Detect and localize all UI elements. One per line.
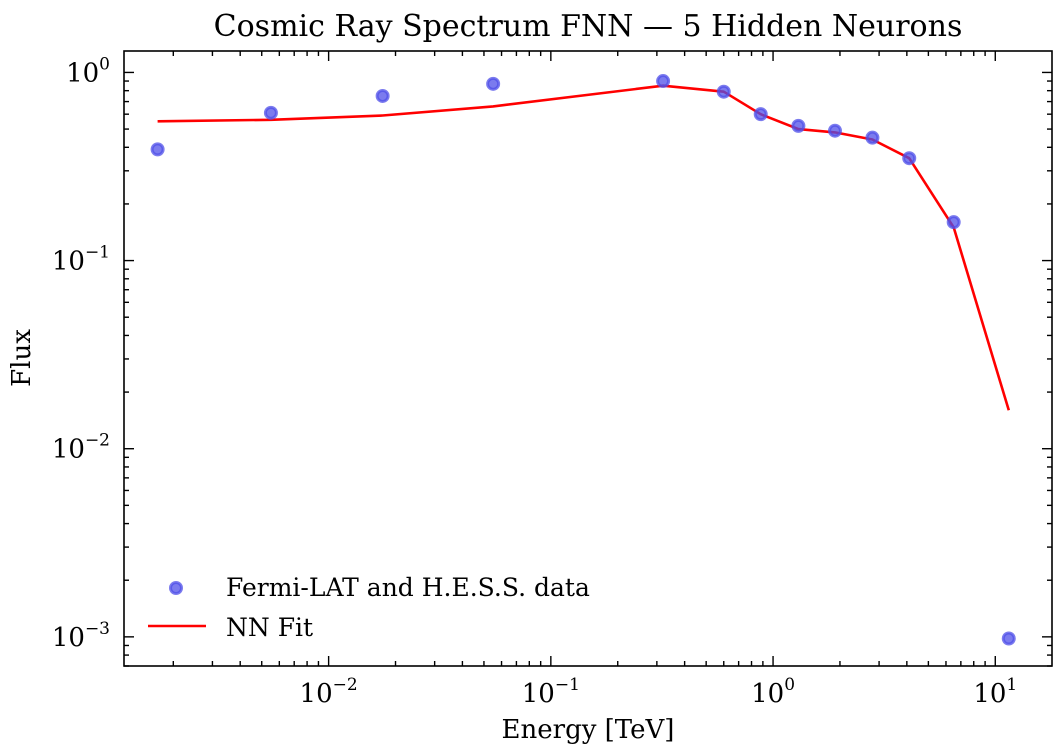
plot-frame bbox=[123, 50, 1053, 667]
y-tick-label: 10−2 bbox=[52, 431, 110, 465]
y-tick-label: 10−1 bbox=[52, 243, 110, 277]
nn-fit-line bbox=[157, 84, 1011, 411]
data-point bbox=[263, 105, 278, 120]
legend-label-fit: NN Fit bbox=[226, 613, 313, 642]
tick-labels: 10−2 10−1 100 101 10−3 10−2 10−1 100 bbox=[52, 54, 1017, 709]
legend-marker-data bbox=[169, 581, 183, 595]
legend: Fermi-LAT and H.E.S.S. data NN Fit bbox=[148, 573, 590, 642]
data-point bbox=[150, 142, 165, 157]
data-point bbox=[716, 84, 731, 99]
data-point bbox=[486, 76, 501, 91]
y-axis-label: Flux bbox=[7, 329, 37, 387]
x-tick-label: 10−1 bbox=[522, 675, 580, 709]
axis-ticks bbox=[124, 51, 1052, 667]
y-tick-label: 100 bbox=[66, 54, 110, 88]
data-point bbox=[375, 88, 390, 103]
x-tick-label: 10−2 bbox=[300, 675, 358, 709]
data-point bbox=[946, 215, 961, 230]
data-point bbox=[828, 123, 843, 138]
chart-title: Cosmic Ray Spectrum FNN — 5 Hidden Neuro… bbox=[214, 9, 963, 44]
data-points bbox=[150, 74, 1016, 646]
data-point bbox=[1001, 631, 1016, 646]
legend-label-data: Fermi-LAT and H.E.S.S. data bbox=[226, 573, 590, 602]
data-point bbox=[656, 74, 671, 89]
data-point bbox=[753, 107, 768, 122]
y-tick-label: 10−3 bbox=[52, 619, 110, 653]
data-point bbox=[902, 151, 917, 166]
x-axis-label: Energy [TeV] bbox=[502, 715, 675, 745]
data-point bbox=[791, 118, 806, 133]
data-point bbox=[865, 130, 880, 145]
x-tick-label: 101 bbox=[973, 675, 1017, 709]
x-tick-label: 100 bbox=[751, 675, 795, 709]
